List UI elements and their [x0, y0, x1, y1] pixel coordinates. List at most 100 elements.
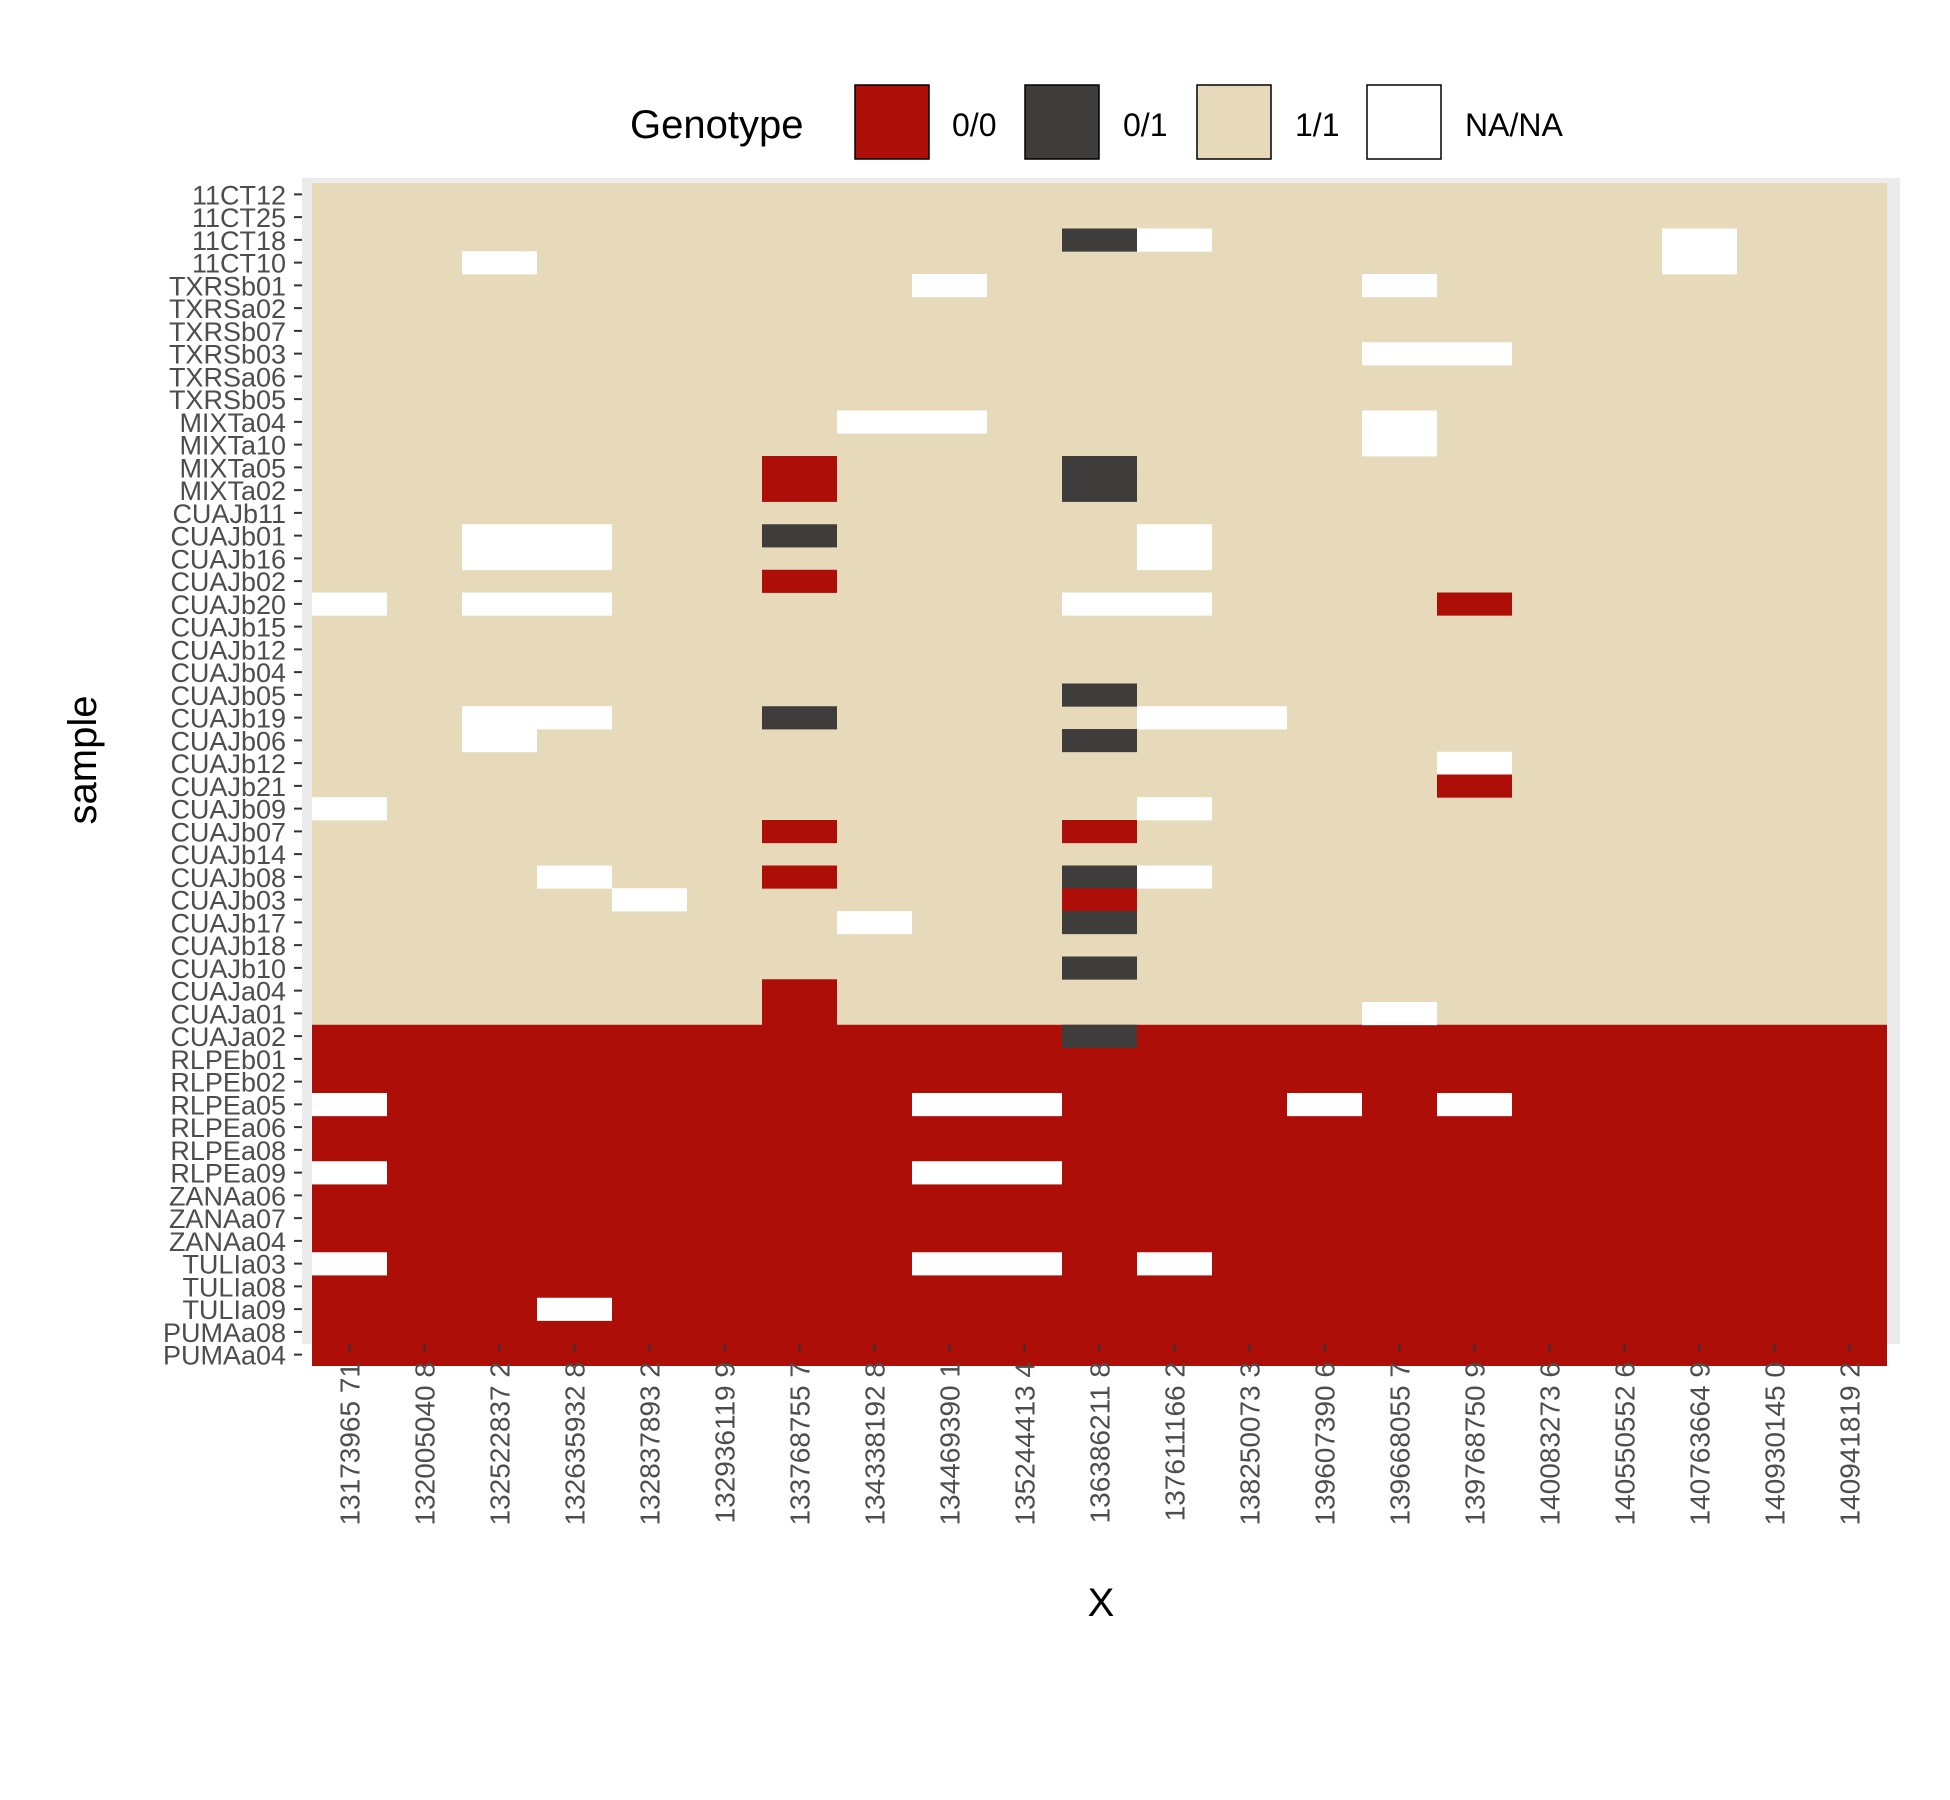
heatmap-cell — [1062, 888, 1137, 912]
heatmap-cell — [1062, 683, 1137, 707]
y-tick-label: ZANAa06 — [169, 1181, 286, 1211]
heatmap-cell — [312, 797, 387, 821]
y-tick-label: TXRSa02 — [169, 294, 286, 324]
y-tick-label: CUAJb07 — [170, 817, 286, 847]
x-tick-label: 135244413 4 — [1010, 1362, 1041, 1526]
heatmap-cell — [1362, 1002, 1437, 1026]
heatmap-cell — [1062, 478, 1137, 502]
y-tick-label: RLPEa06 — [170, 1113, 286, 1143]
heatmap-cell — [912, 1093, 987, 1117]
legend-label: 0/0 — [952, 107, 996, 143]
y-tick-label: CUAJb19 — [170, 704, 286, 734]
legend-label: 1/1 — [1295, 107, 1339, 143]
y-tick-label: CUAJb16 — [170, 544, 286, 574]
heatmap-cell — [987, 1093, 1062, 1117]
heatmap-cell — [1362, 274, 1437, 298]
y-tick-label: CUAJb20 — [170, 590, 286, 620]
heatmap-cell — [537, 865, 612, 889]
y-tick-label: 11CT12 — [192, 180, 286, 210]
y-tick-label: TULIa03 — [182, 1250, 286, 1280]
legend-key — [1196, 84, 1272, 160]
heatmap-cell — [762, 524, 837, 548]
heatmap-cell — [1062, 956, 1137, 980]
heatmap-cell — [1362, 342, 1437, 366]
y-tick-label: CUAJb17 — [170, 908, 286, 938]
y-tick-label: RLPEb02 — [170, 1068, 286, 1098]
x-tick-label: 140941819 2 — [1835, 1362, 1866, 1526]
heatmap-cell — [1137, 592, 1212, 616]
heatmap-cell — [1662, 251, 1737, 275]
heatmap-cell — [1062, 729, 1137, 753]
heatmap-cell — [1437, 774, 1512, 798]
x-axis-title: X — [1088, 1581, 1115, 1625]
y-tick-label: 11CT10 — [192, 249, 286, 279]
y-tick-label: RLPEa05 — [170, 1090, 286, 1120]
heatmap-cell — [1062, 456, 1137, 480]
x-tick-label: 140763664 9 — [1685, 1362, 1716, 1526]
legend-title: Genotype — [630, 103, 803, 147]
heatmap-cell — [537, 592, 612, 616]
heatmap-cell — [837, 911, 912, 935]
x-tick-label: 13173965 71 — [335, 1362, 366, 1526]
x-tick-label: 136386211 8 — [1085, 1362, 1116, 1523]
y-tick-label: CUAJb03 — [170, 886, 286, 916]
y-tick-label: TXRSb03 — [169, 340, 286, 370]
heatmap-cell — [912, 1161, 987, 1185]
heatmap-cell — [612, 888, 687, 912]
heatmap-cell — [762, 979, 837, 1003]
heatmap-cell — [462, 729, 537, 753]
heatmap-cells — [312, 183, 1887, 1366]
y-tick-label: CUAJa04 — [170, 977, 286, 1007]
x-tick-label: 137611166 2 — [1160, 1362, 1191, 1521]
heatmap-cell — [1062, 865, 1137, 889]
heatmap-cell — [762, 706, 837, 730]
heatmap-cell — [462, 706, 537, 730]
heatmap-cell — [837, 410, 912, 434]
heatmap-cell — [1137, 797, 1212, 821]
heatmap-cell — [462, 524, 537, 548]
y-tick-label: MIXTa05 — [179, 453, 286, 483]
y-tick-label: TXRSb01 — [169, 271, 286, 301]
heatmap-cell — [1062, 228, 1137, 252]
y-tick-label: MIXTa10 — [179, 431, 286, 461]
y-tick-label: TXRSb07 — [169, 317, 286, 347]
heatmap-cell — [1437, 1093, 1512, 1117]
heatmap-cell — [1212, 706, 1287, 730]
heatmap-cell — [462, 592, 537, 616]
x-tick-label: 132522837 2 — [485, 1362, 516, 1526]
y-tick-label: TULIa09 — [182, 1295, 286, 1325]
x-tick-label: 139668055 7 — [1385, 1362, 1416, 1526]
y-tick-label: MIXTa02 — [179, 476, 286, 506]
heatmap-cell — [762, 456, 837, 480]
heatmap-cell — [462, 251, 537, 275]
y-tick-label: CUAJb06 — [170, 726, 286, 756]
heatmap-cell — [1437, 342, 1512, 366]
heatmap-cell — [537, 524, 612, 548]
heatmap-cell — [987, 1252, 1062, 1276]
y-tick-label: RLPEa08 — [170, 1136, 286, 1166]
y-tick-label: CUAJb15 — [170, 613, 286, 643]
heatmap-cell — [312, 1093, 387, 1117]
heatmap-cell — [462, 547, 537, 571]
legend-key — [1024, 84, 1100, 160]
y-tick-label: ZANAa04 — [169, 1227, 286, 1257]
y-tick-label: CUAJa01 — [170, 999, 286, 1029]
y-tick-label: TXRSb05 — [169, 385, 286, 415]
y-tick-label: CUAJb21 — [170, 772, 286, 802]
heatmap-cell — [912, 410, 987, 434]
heatmap-cell — [1662, 228, 1737, 252]
legend-key — [1366, 84, 1442, 160]
y-tick-label: RLPEb01 — [170, 1045, 286, 1075]
heatmap-cell — [1137, 228, 1212, 252]
y-tick-label: CUAJb02 — [170, 567, 286, 597]
y-tick-label: ZANAa07 — [169, 1204, 286, 1234]
y-axis-title: sample — [61, 696, 105, 825]
heatmap-cell — [1062, 820, 1137, 844]
heatmap-cell — [312, 1252, 387, 1276]
legend-key — [854, 84, 930, 160]
legend-label: NA/NA — [1465, 107, 1563, 143]
heatmap-cell — [312, 592, 387, 616]
heatmap-cell — [1437, 592, 1512, 616]
heatmap-cell — [1137, 706, 1212, 730]
y-tick-label: PUMAa04 — [163, 1341, 286, 1371]
